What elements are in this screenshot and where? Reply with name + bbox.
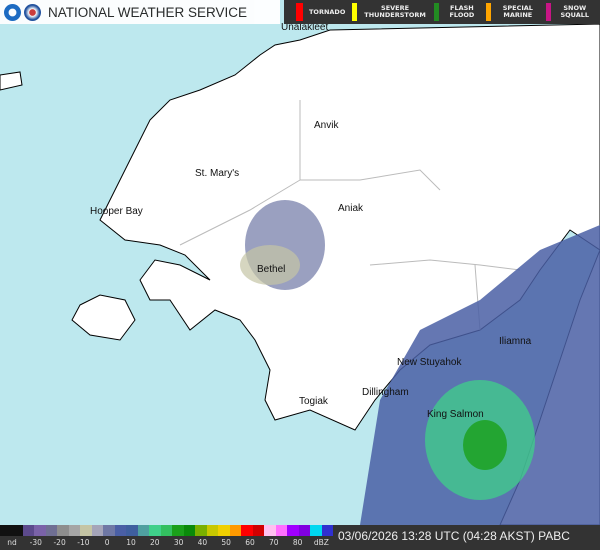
legend-swatch [486,3,491,21]
colorbar-segment [68,525,81,536]
colorbar-ticks: nd -30 -20 -10 0 10 20 30 40 50 60 70 80 dBZ [0,537,333,550]
colorbar-segment [241,525,253,536]
place-label: Anvik [314,120,339,131]
colorbar-segment [45,525,58,536]
colorbar-segment [22,525,35,536]
place-label: Togiak [299,396,328,407]
colorbar-segment [206,525,219,536]
colorbar-tick: 60 [245,538,255,547]
colorbar-tick: nd [7,538,17,547]
nunivak-island [71,294,136,341]
page-title: NATIONAL WEATHER SERVICE [48,4,248,20]
colorbar-tick: dBZ [313,538,329,547]
legend-label: FLASH FLOOD [449,4,475,19]
noaa-logo [4,3,21,21]
colorbar-tick: 80 [292,538,303,547]
colorbar-tick: 70 [269,538,279,547]
header: NATIONAL WEATHER SERVICE [0,0,280,24]
place-label: Iliamna [499,336,532,347]
colorbar-segment [287,525,299,536]
colorbar-segment [114,525,127,536]
legend-label: TORNADO [309,7,346,16]
colorbar-segment [310,525,322,536]
legend-item: FLASH FLOOD [433,3,479,21]
legend-swatch [296,3,303,21]
coast-island [0,71,23,91]
colorbar-segment [91,525,104,536]
colorbar-segment [298,525,311,536]
colorbar-tick: -30 [29,538,42,547]
colorbar-tick: -20 [53,538,66,547]
legend-item: SPECIAL MARINE [486,3,539,21]
place-label: New Stuyahok [397,357,462,368]
colorbar-segment [80,525,92,536]
place-label: Aniak [338,203,364,214]
status-bar: nd -30 -20 -10 0 10 20 30 40 50 60 70 80 dBZ 03/06/20… [0,525,600,550]
colorbar-segment [103,525,115,536]
colorbar-segment [126,525,138,536]
place-label: St. Mary's [195,168,240,179]
legend-item: SNOW SQUALL [545,3,593,21]
colorbar-tick: 0 [104,538,110,547]
colorbar-segment [137,525,150,536]
colorbar-segment [34,525,46,536]
warning-legend: TORNADO SEVERE THUNDERSTORM FLASH FLOOD SPE… [284,0,600,24]
colorbar-segment [229,525,242,536]
colorbar-segment [218,525,230,536]
radar-echo-south [360,225,600,525]
legend-label: SEVERE THUNDERSTORM [364,4,426,19]
colorbar-tick: 50 [221,538,231,547]
boundary [179,100,521,331]
colorbar-segment [0,525,12,536]
colorbar-segment [160,525,173,536]
colorbar-tick: 40 [197,538,208,547]
place-label: Dillingham [362,387,409,398]
place-label: Unalakleet [281,22,329,33]
legend-item: SEVERE THUNDERSTORM [352,3,427,21]
colorbar-segment [183,525,196,536]
nws-logo [24,3,41,21]
colorbar-segment [172,525,184,536]
colorbar-segment [11,525,23,536]
place-label: Bethel [257,264,286,275]
colorbar-segment [149,525,161,536]
colorbar-segment [321,525,334,536]
colorbar-segment [275,525,288,536]
radar-map[interactable] [0,0,600,525]
colorbar-segment [264,525,276,536]
legend-swatch [352,3,358,21]
legend-label: SPECIAL MARINE [502,4,533,19]
colorbar-tick: -10 [77,538,90,547]
reflectivity-colorbar [0,525,334,536]
colorbar-tick: 20 [150,538,160,547]
colorbar-segment [195,525,207,536]
colorbar-segment [252,525,265,536]
legend-item: TORNADO [296,3,345,21]
place-label: King Salmon [427,409,484,420]
timestamp-station: 03/06/2026 13:28 UTC (04:28 AKST) PABC [338,529,570,543]
place-label: Hooper Bay [90,206,143,217]
colorbar-tick: 10 [126,538,136,547]
colorbar-tick: 30 [173,538,184,547]
legend-swatch [433,3,439,21]
legend-swatch [545,3,551,21]
legend-label: SNOW SQUALL [560,4,590,19]
colorbar-segment [57,525,69,536]
